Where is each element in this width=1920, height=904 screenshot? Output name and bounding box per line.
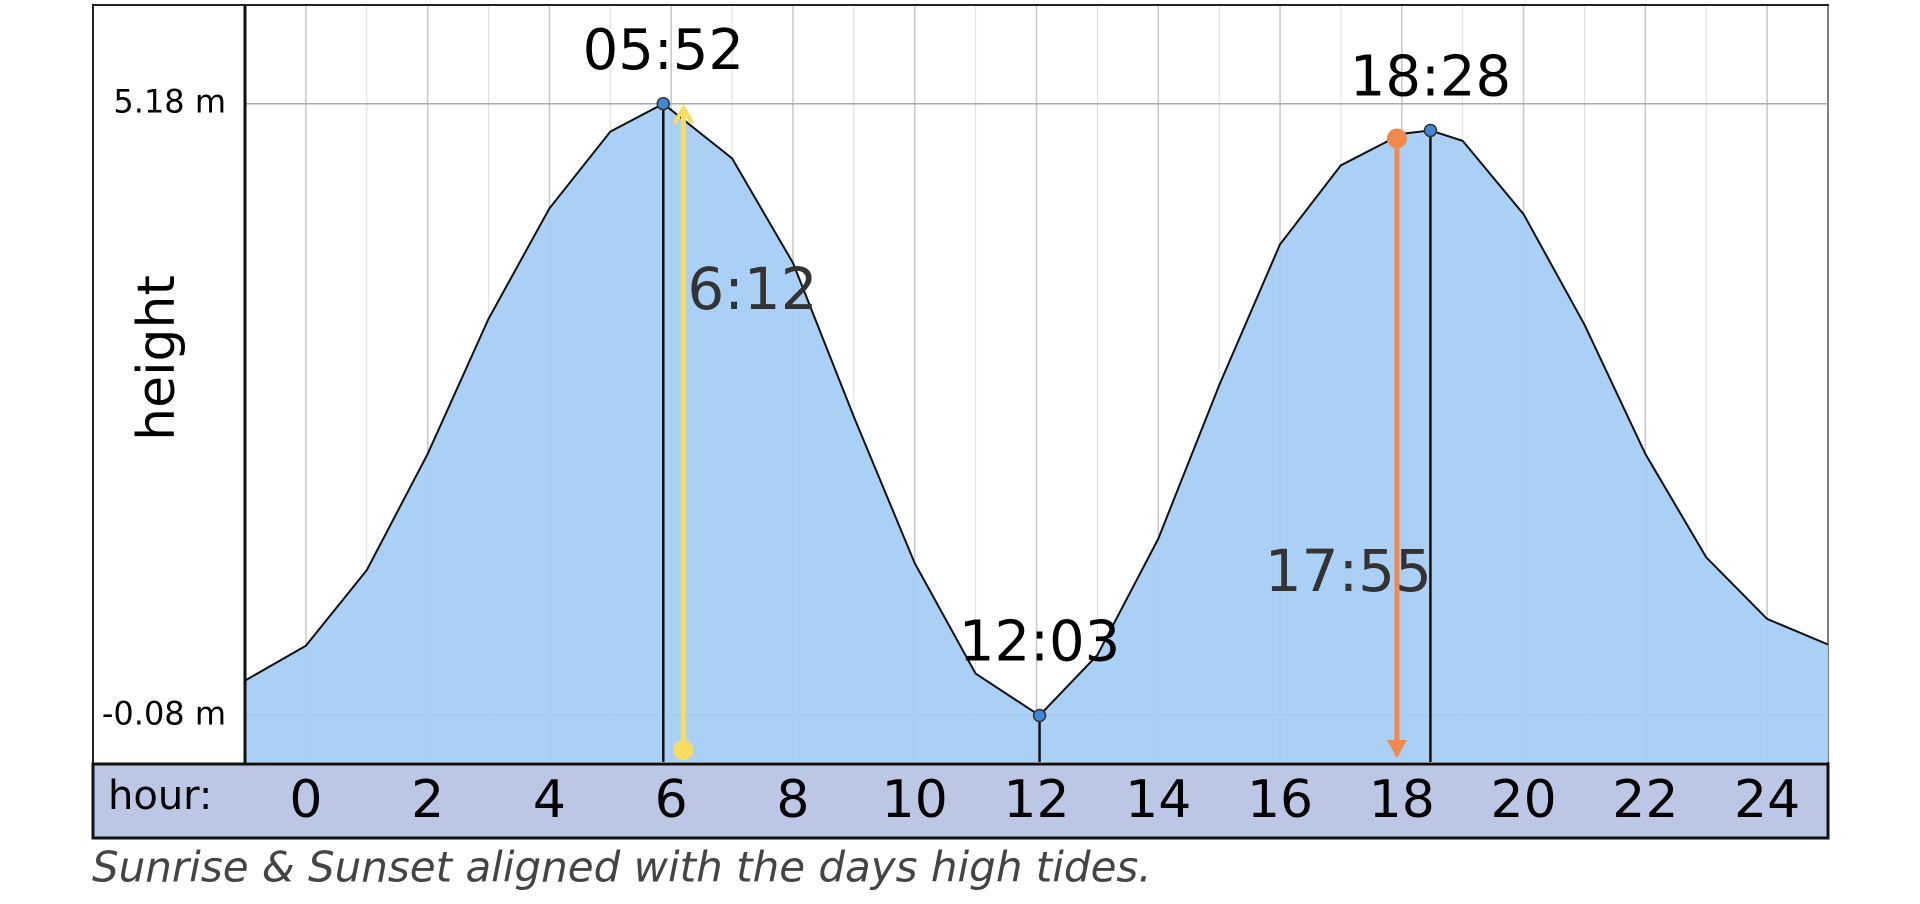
sun-dot — [1386, 128, 1407, 149]
y-axis-label: height — [127, 275, 187, 441]
extreme-point — [1423, 123, 1438, 138]
plot-area: 05:52 12:03 18:28 6:12 17:55 — [243, 5, 1829, 764]
caption: Sunrise & Sunset aligned with the days h… — [92, 843, 1152, 892]
x-tick-label: 18 — [1369, 770, 1435, 830]
sun-dot — [673, 740, 694, 760]
extreme-point — [1032, 708, 1047, 723]
extreme-label: 12:03 — [959, 610, 1120, 675]
x-tick-label: 10 — [882, 770, 948, 830]
x-tick-label: 24 — [1734, 770, 1800, 830]
x-tick-label: 12 — [1003, 770, 1069, 830]
x-tick-label: 8 — [776, 770, 809, 830]
extreme-label: 18:28 — [1350, 45, 1511, 110]
x-tick-label: 6 — [655, 770, 688, 830]
hour-band — [91, 762, 1830, 840]
area — [245, 103, 1828, 762]
x-tick-label: 20 — [1490, 770, 1556, 830]
x-tick-label: 4 — [533, 770, 566, 830]
sun-arrowhead — [672, 103, 695, 125]
x-tick-label: 2 — [411, 770, 444, 830]
line — [244, 102, 1829, 717]
x-tick-label: 0 — [289, 770, 322, 830]
y-tick-label: -0.08 m — [102, 694, 226, 732]
x-tick-label: 14 — [1125, 770, 1191, 830]
x-tick-label: 16 — [1247, 770, 1313, 830]
sun-label: 17:55 — [1265, 537, 1432, 605]
extreme-point — [656, 96, 671, 111]
sun-label: 6:12 — [687, 255, 817, 323]
y-tick-label: 5.18 m — [113, 83, 226, 121]
extreme-label: 05:52 — [583, 18, 744, 83]
x-axis-label: hour: — [108, 773, 212, 819]
sun-arrowhead — [1386, 740, 1407, 758]
x-tick-label: 22 — [1612, 770, 1678, 830]
